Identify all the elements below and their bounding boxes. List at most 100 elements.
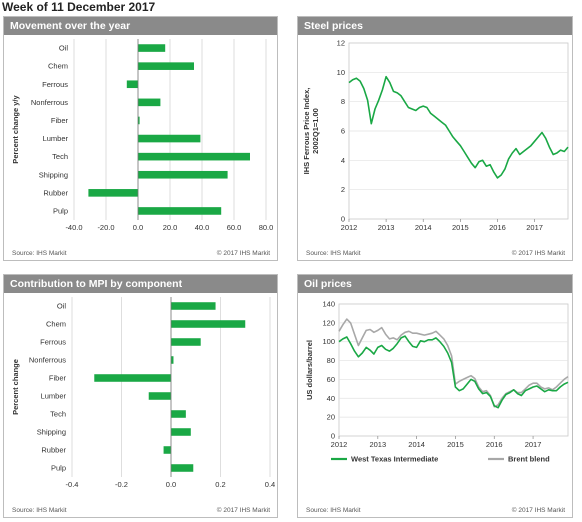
y-tick-label: 20 <box>327 413 335 422</box>
y-tick-label: 40 <box>327 394 335 403</box>
x-tick-label: 2014 <box>415 223 432 232</box>
y-tick-label: 0 <box>331 432 335 441</box>
bar <box>138 170 228 179</box>
bar <box>148 392 171 400</box>
bar <box>171 410 186 418</box>
x-tick-label: 2013 <box>369 440 386 449</box>
movement-chart: -40.0 -20.0 0.0 20.0 40.0 60.0 80.0 Oil Chem Ferr… <box>11 39 274 232</box>
y-tick-label: 2 <box>341 185 345 194</box>
category-label: Lumber <box>41 392 67 401</box>
y-axis-label: Percent change y/y <box>11 94 20 163</box>
bar <box>163 446 171 454</box>
steel-panel-title: Steel prices <box>298 17 572 35</box>
x-tick-label: -20.0 <box>97 223 114 232</box>
bar <box>126 80 138 89</box>
oil-source: Source: IHS Markit <box>306 507 361 514</box>
contribution-panel: Contribution to MPI by component -0.4 -0.… <box>3 274 278 518</box>
x-tick-label: 2017 <box>525 440 542 449</box>
legend-label: Brent blend <box>508 455 550 464</box>
bar <box>138 152 250 161</box>
y-tick-label: 60 <box>327 375 335 384</box>
steel-chart: 0 2 4 6 8 10 12 2012 2013 2014 2015 2016 2017 IHS Fer… <box>302 39 569 232</box>
category-label: Nonferrous <box>31 98 68 107</box>
category-label: Tech <box>52 152 68 161</box>
steel-panel: Steel prices 0 2 4 6 8 10 12 2012 2013 2014 2015 20… <box>297 16 573 261</box>
contribution-chart: -0.4 -0.2 0.0 0.2 0.4 Oil Chem Ferrous Nonferrou… <box>11 297 275 489</box>
y-tick-label: 8 <box>341 97 345 106</box>
movement-panel: Movement over the year -40.0 -20.0 0.0 20.0… <box>3 16 278 261</box>
x-tick-label: 2015 <box>447 440 464 449</box>
x-tick-label: 40.0 <box>195 223 210 232</box>
category-label: Pulp <box>53 206 68 215</box>
bar <box>94 374 171 382</box>
bar <box>138 62 194 70</box>
y-tick-label: 140 <box>322 300 335 309</box>
x-tick-label: -40.0 <box>65 223 82 232</box>
bar <box>138 116 140 125</box>
x-tick-label: 2016 <box>489 223 506 232</box>
oil-panel: Oil prices 0 20 40 60 80 100 120 140 2012 2013 201… <box>297 274 573 518</box>
bar <box>138 44 166 52</box>
plot-frame <box>338 303 569 437</box>
bar <box>88 189 138 197</box>
x-tick-label: 2013 <box>378 223 395 232</box>
category-label: Rubber <box>43 188 68 197</box>
x-tick-label: -0.2 <box>115 480 128 489</box>
bar <box>171 320 246 328</box>
category-label: Lumber <box>43 134 69 143</box>
y-axis-label: Percent change <box>11 359 20 415</box>
y-axis-label: IHS Ferrous Price Index,2002Q1=1.00 <box>302 88 320 175</box>
x-tick-label: 60.0 <box>227 223 242 232</box>
oil-chart: 0 20 40 60 80 100 120 140 2012 2013 2014 2015 2016 20… <box>305 300 569 464</box>
contribution-copyright: © 2017 IHS Markit <box>216 507 270 514</box>
x-tick-label: 0.4 <box>265 480 275 489</box>
bar <box>138 98 161 107</box>
y-tick-label: 120 <box>322 318 335 327</box>
x-tick-label: 2012 <box>341 223 358 232</box>
category-label: Nonferrous <box>29 356 66 365</box>
y-axis-label: US dollars/barrel <box>305 340 314 400</box>
bar <box>138 207 222 215</box>
bar <box>171 356 174 364</box>
x-tick-label: 0.0 <box>133 223 143 232</box>
bar <box>171 302 216 310</box>
y-tick-label: 4 <box>341 156 345 165</box>
x-tick-label: 80.0 <box>259 223 274 232</box>
category-label: Shipping <box>37 428 66 437</box>
x-tick-label: 2012 <box>331 440 348 449</box>
y-tick-label: 10 <box>337 68 345 77</box>
movement-source: Source: IHS Markit <box>12 250 67 257</box>
series-line <box>348 75 569 179</box>
legend-label: West Texas Intermediate <box>351 455 438 464</box>
x-tick-label: 20.0 <box>163 223 178 232</box>
contribution-source: Source: IHS Markit <box>12 507 67 514</box>
category-label: Shipping <box>39 170 68 179</box>
movement-copyright: © 2017 IHS Markit <box>216 250 270 257</box>
x-tick-label: 0.0 <box>166 480 176 489</box>
oil-panel-title: Oil prices <box>298 275 572 293</box>
category-label: Ferrous <box>40 338 66 347</box>
y-tick-label: 0 <box>341 215 345 224</box>
category-label: Oil <box>59 44 69 53</box>
contribution-panel-title: Contribution to MPI by component <box>4 275 277 293</box>
category-label: Ferrous <box>42 80 68 89</box>
category-label: Pulp <box>51 464 66 473</box>
page-title: Week of 11 December 2017 <box>2 0 156 14</box>
x-tick-label: 2016 <box>486 440 503 449</box>
oil-copyright: © 2017 IHS Markit <box>511 507 565 514</box>
category-label: Fiber <box>49 374 67 383</box>
y-tick-label: 80 <box>327 356 335 365</box>
y-tick-label: 6 <box>341 127 345 136</box>
series-line <box>338 318 569 408</box>
bar <box>171 428 191 436</box>
x-tick-label: 2014 <box>408 440 425 449</box>
x-tick-label: 0.2 <box>215 480 225 489</box>
category-label: Fiber <box>51 116 69 125</box>
category-label: Oil <box>57 302 67 311</box>
category-label: Tech <box>50 410 66 419</box>
x-tick-label: 2017 <box>526 223 543 232</box>
series-line <box>338 335 569 409</box>
y-tick-label: 100 <box>322 337 335 346</box>
y-tick-label: 12 <box>337 39 345 48</box>
bar <box>171 338 201 346</box>
